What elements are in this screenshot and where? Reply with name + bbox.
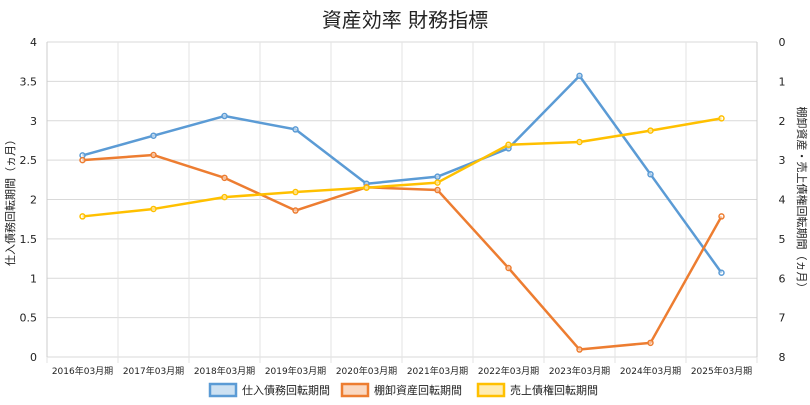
legend-item: 棚卸資産回転期間 (340, 382, 462, 398)
right-tick-label: 6 (779, 272, 786, 285)
legend-swatch (340, 382, 370, 398)
x-tick-label: 2020年03月期 (336, 365, 397, 377)
legend-swatch (476, 382, 506, 398)
ticks: 0 0.5 1 1.5 2 2.5 3 3.5 4 0 1 2 3 4 5 6 7 8 2016年03月期 2017年… (20, 36, 786, 377)
left-tick-label: 2.5 (20, 154, 38, 167)
series-line-2 (82, 117, 722, 218)
left-tick-label: 4 (30, 36, 37, 49)
legend-item: 仕入債務回転期間 (208, 382, 330, 398)
data-point (292, 188, 299, 196)
left-tick-label: 3 (30, 115, 37, 128)
right-tick-label: 0 (779, 36, 786, 49)
data-point (434, 173, 441, 180)
data-point (79, 213, 86, 220)
data-point (505, 264, 512, 272)
legend-label: 売上債権回転期間 (510, 383, 598, 397)
x-tick-label: 2016年03月期 (52, 365, 113, 377)
chart-title: 資産効率 財務指標 (322, 8, 488, 32)
series-line-0 (82, 74, 723, 274)
x-tick-label: 2019年03月期 (265, 365, 326, 377)
series-line-1 (82, 153, 723, 351)
data-point (647, 339, 654, 347)
x-tick-label: 2025年03月期 (691, 365, 752, 377)
right-tick-label: 2 (779, 115, 786, 128)
legend-item: 売上債権回転期間 (476, 382, 598, 398)
legend-label: 仕入債務回転期間 (242, 383, 330, 397)
legend: 仕入債務回転期間 棚卸資産回転期間 売上債権回転期間 (208, 382, 598, 398)
data-point (505, 141, 512, 149)
x-tick-label: 2021年03月期 (407, 365, 468, 377)
x-tick-label: 2024年03月期 (620, 365, 681, 377)
series-group (79, 72, 725, 353)
data-point (576, 72, 583, 80)
data-point (434, 179, 441, 186)
data-point (718, 269, 725, 276)
grid (46, 41, 758, 363)
right-tick-label: 5 (779, 233, 786, 246)
data-point (718, 115, 725, 122)
left-tick-label: 0 (30, 351, 37, 364)
x-tick-label: 2017年03月期 (123, 365, 184, 377)
data-point (292, 126, 299, 133)
data-point (292, 207, 299, 214)
left-tick-label: 0.5 (20, 312, 38, 325)
x-tick-label: 2022年03月期 (478, 365, 539, 377)
left-tick-label: 1 (30, 272, 37, 285)
left-tick-label: 3.5 (20, 75, 38, 88)
data-point (718, 213, 725, 220)
data-point (79, 156, 86, 164)
data-point (363, 184, 370, 191)
left-tick-label: 2 (30, 194, 37, 207)
legend-label: 棚卸資産回転期間 (374, 383, 462, 397)
left-tick-label: 1.5 (20, 233, 38, 246)
x-tick-label: 2023年03月期 (549, 365, 610, 377)
right-tick-label: 1 (779, 75, 786, 88)
right-tick-label: 8 (779, 351, 786, 364)
right-tick-label: 7 (779, 312, 786, 325)
data-point (221, 174, 228, 182)
right-tick-label: 4 (779, 194, 786, 207)
data-point (150, 132, 157, 139)
data-point (150, 151, 157, 159)
data-point (576, 138, 583, 146)
legend-swatch (208, 382, 238, 398)
data-point (434, 186, 441, 194)
left-axis-label: 仕入債務回転期間（ヵ月） (3, 134, 17, 266)
data-point (150, 205, 157, 213)
right-axis-label: 棚卸資産・売上債権回転期間（ヵ月） (795, 107, 809, 294)
data-point (647, 127, 654, 134)
x-tick-label: 2018年03月期 (194, 365, 255, 377)
data-point (221, 193, 228, 201)
data-point (647, 171, 654, 178)
data-point (221, 112, 228, 120)
right-tick-label: 3 (779, 154, 786, 167)
data-point (576, 346, 583, 353)
